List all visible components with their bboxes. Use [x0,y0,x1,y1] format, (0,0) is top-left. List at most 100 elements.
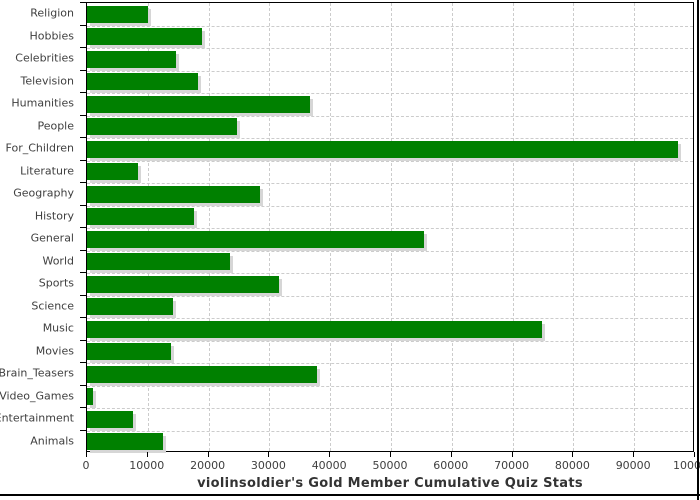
category-label-entertainment: Entertainment [0,411,74,425]
bar-for_children [87,140,678,158]
category-label-literature: Literature [20,164,74,178]
x-tick-label-30000: 30000 [250,459,286,472]
bar-history [87,208,194,225]
y-axis-tick [80,159,86,161]
y-axis-tick [80,362,86,363]
horizontal-gridline [87,385,693,387]
y-axis-tick [80,294,86,296]
vertical-gridline [269,3,271,451]
horizontal-gridline [87,205,693,207]
y-axis-tick [80,407,86,408]
bar-sports [87,275,280,293]
bar-humanities [87,95,310,113]
y-axis-tick [80,227,86,228]
y-axis: Religion Hobbies Celebrities Television Huma… [0,2,80,452]
y-axis-tick [80,384,86,386]
vertical-gridline [208,3,210,451]
x-tick-label-80000: 80000 [554,459,590,472]
bar-entertainment [87,410,134,428]
y-axis-tick [80,137,86,138]
x-axis-tick [572,452,574,457]
bar-world [87,253,231,270]
category-label-world: World [42,254,74,268]
bar-music [87,320,542,338]
category-label-movies: Movies [35,344,74,358]
x-axis-tick [329,452,331,457]
bar-literature [87,163,139,180]
horizontal-gridline [87,408,693,409]
bar-geography [87,185,261,203]
bar-celebrities [87,50,177,68]
vertical-gridline [573,3,575,451]
bar-religion [87,5,148,23]
category-label-sports: Sports [38,276,74,290]
vertical-gridline [330,3,332,451]
y-axis-tick [80,272,86,273]
horizontal-gridline [87,115,693,117]
x-tick-label-20000: 20000 [190,459,226,472]
horizontal-gridline [87,138,693,139]
bar-people [87,118,238,135]
frame-bottom-border [0,494,700,496]
bar-general [87,230,425,248]
category-label-hobbies: Hobbies [29,29,74,43]
x-tick-label-50000: 50000 [372,459,408,472]
x-tick-label-60000: 60000 [433,459,469,472]
category-label-television: Television [20,74,75,88]
category-label-religion: Religion [30,6,74,20]
category-label-geography: Geography [13,186,74,200]
category-label-music: Music [42,321,74,335]
horizontal-gridline [87,160,693,162]
category-label-general: General [30,231,74,245]
category-label-video_games: Video_Games [0,389,74,403]
vertical-gridline [147,3,149,451]
plot-area [86,2,694,452]
vertical-gridline [512,3,514,451]
y-axis-tick [80,204,86,206]
horizontal-gridline [87,250,693,252]
bar-video_games [87,388,94,405]
category-label-for_children: For_Children [5,141,74,155]
bar-science [87,298,173,315]
y-axis-tick [80,69,86,71]
y-axis-tick [80,47,86,48]
x-tick-label-0: 0 [82,459,90,472]
x-axis-tick [86,452,87,457]
y-axis-tick [80,317,86,318]
bar-movies [87,343,171,360]
x-tick-label-40000: 40000 [311,459,347,472]
x-axis-tick [268,452,270,457]
horizontal-gridline [87,363,693,364]
bar-brain_teasers [87,365,317,383]
x-axis-tick [207,452,209,457]
y-axis-tick [80,24,86,26]
y-axis-tick [80,114,86,116]
bar-hobbies [87,28,202,45]
horizontal-gridline [87,48,693,49]
horizontal-gridline [87,273,693,274]
category-label-people: People [37,119,74,133]
horizontal-gridline [87,70,693,72]
x-tick-label-70000: 70000 [494,459,530,472]
category-label-animals: Animals [30,434,74,448]
chart-title: violinsoldier's Gold Member Cumulative Q… [197,476,583,491]
x-axis-tick [146,452,148,457]
category-label-science: Science [31,299,74,313]
y-axis-tick [80,182,86,183]
horizontal-gridline [87,430,693,432]
category-label-brain_teasers: Brain_Teasers [0,366,74,380]
x-axis-tick [694,452,695,457]
horizontal-gridline [87,295,693,297]
x-tick-label-100000: 100000 [673,459,700,472]
y-axis-tick [80,339,86,341]
x-axis-tick [633,452,635,457]
x-axis-tick [511,452,513,457]
y-axis-tick [80,429,86,431]
horizontal-gridline [87,25,693,27]
x-axis-tick [390,452,391,457]
vertical-gridline [451,3,453,451]
x-axis-tick [450,452,452,457]
horizontal-gridline [87,93,693,94]
category-label-humanities: Humanities [11,96,74,110]
